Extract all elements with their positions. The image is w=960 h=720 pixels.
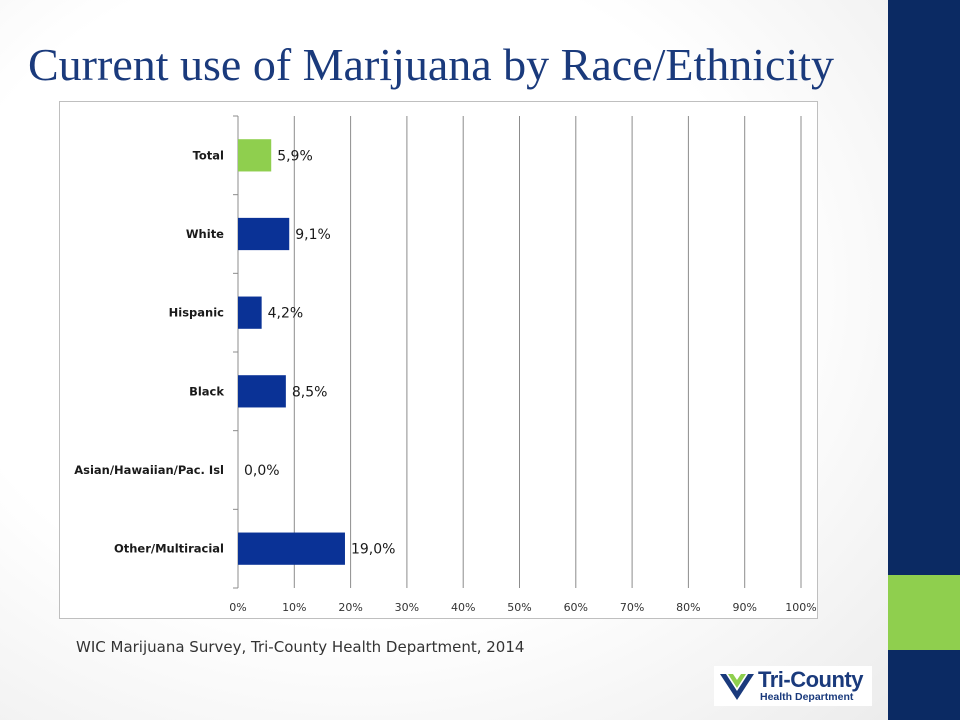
data-label: 9,1% — [295, 227, 331, 243]
side-bar-navy-bottom — [888, 650, 960, 720]
side-bar-navy — [888, 0, 960, 575]
bar — [238, 217, 290, 251]
x-tick-label: 100% — [785, 601, 816, 614]
data-label: 5,9% — [277, 148, 313, 164]
tri-county-logo: Tri-County Health Department — [714, 666, 872, 706]
category-label: Asian/Hawaiian/Pac. Isl — [74, 463, 224, 477]
x-tick-label: 90% — [732, 601, 756, 614]
x-tick-label: 0% — [229, 601, 246, 614]
logo-subtitle: Health Department — [760, 691, 854, 703]
bar-chart: 0% 10% 20% 30% 40% 50% 60% 70% 80% 90% 100% Total 5,… — [74, 115, 817, 614]
x-tick-label: 60% — [564, 601, 588, 614]
bar — [238, 532, 345, 565]
bar — [238, 375, 286, 408]
x-tick-label: 50% — [507, 601, 531, 614]
x-tick-label: 20% — [338, 601, 362, 614]
bar — [238, 296, 262, 329]
side-bar-green — [888, 575, 960, 650]
slide-title: Current use of Marijuana by Race/Ethnici… — [28, 39, 835, 90]
tri-county-logo-icon — [720, 674, 754, 700]
data-label: 19,0% — [351, 542, 395, 558]
category-label: Black — [189, 384, 224, 398]
x-tick-label: 30% — [395, 601, 419, 614]
bar — [238, 139, 272, 172]
category-label: White — [186, 227, 224, 241]
source-caption: WIC Marijuana Survey, Tri-County Health … — [76, 638, 525, 656]
chart-frame: 0% 10% 20% 30% 40% 50% 60% 70% 80% 90% 100% Total 5,… — [59, 101, 818, 619]
category-label: Total — [193, 148, 224, 162]
data-label: 8,5% — [292, 384, 328, 400]
data-label: 4,2% — [268, 306, 304, 322]
x-tick-label: 40% — [451, 601, 475, 614]
category-label: Other/Multiracial — [114, 542, 224, 556]
category-label: Hispanic — [169, 306, 225, 320]
data-label: 0,0% — [244, 463, 280, 479]
x-tick-label: 80% — [676, 601, 700, 614]
x-tick-label: 70% — [620, 601, 644, 614]
x-tick-label: 10% — [282, 601, 306, 614]
logo-name: Tri-County — [758, 667, 864, 692]
